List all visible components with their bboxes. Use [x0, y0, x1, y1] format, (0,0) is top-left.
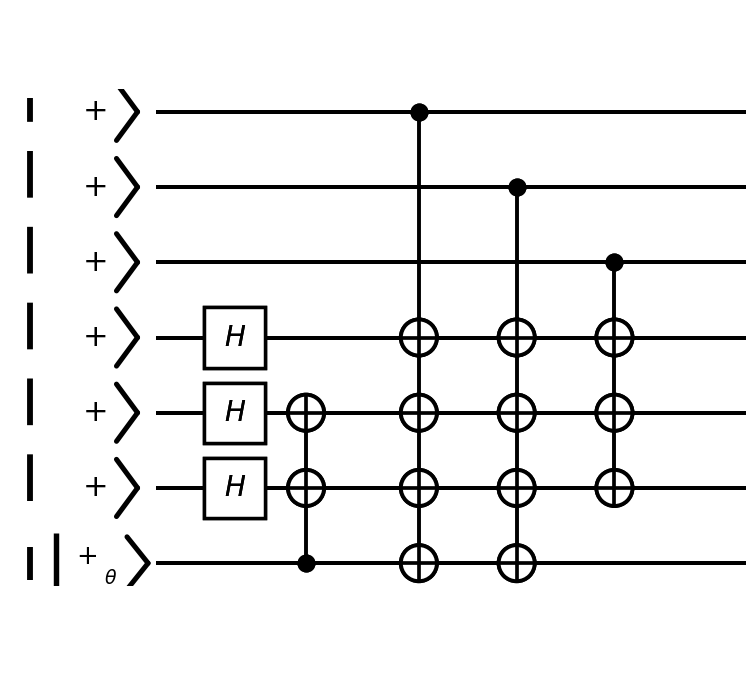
Text: $+$: $+$ [76, 544, 97, 570]
Circle shape [596, 470, 633, 506]
Circle shape [401, 395, 437, 431]
Circle shape [596, 470, 633, 506]
Text: $+$: $+$ [82, 473, 106, 502]
Circle shape [288, 395, 324, 431]
Circle shape [401, 319, 437, 356]
FancyBboxPatch shape [205, 307, 265, 368]
Circle shape [596, 395, 633, 431]
Text: $\theta$: $\theta$ [104, 569, 117, 588]
Text: $H$: $H$ [223, 399, 245, 427]
FancyBboxPatch shape [205, 383, 265, 443]
Text: $H$: $H$ [223, 399, 245, 427]
Circle shape [498, 470, 535, 506]
Circle shape [288, 395, 324, 431]
Circle shape [498, 395, 535, 431]
Text: $H$: $H$ [223, 474, 245, 502]
FancyBboxPatch shape [205, 383, 265, 443]
Circle shape [401, 470, 437, 506]
Text: $H$: $H$ [223, 323, 245, 352]
Circle shape [401, 470, 437, 506]
Circle shape [498, 545, 535, 581]
FancyBboxPatch shape [205, 307, 265, 368]
Text: $+$: $+$ [82, 323, 106, 352]
Circle shape [596, 395, 633, 431]
FancyBboxPatch shape [205, 458, 265, 518]
Text: $+$: $+$ [82, 398, 106, 427]
Circle shape [288, 470, 324, 506]
Circle shape [498, 470, 535, 506]
Text: $+$: $+$ [82, 173, 106, 202]
Circle shape [401, 545, 437, 581]
Text: $+$: $+$ [82, 248, 106, 277]
Circle shape [401, 545, 437, 581]
Circle shape [401, 395, 437, 431]
Circle shape [596, 319, 633, 356]
Circle shape [401, 319, 437, 356]
Circle shape [596, 319, 633, 356]
Text: $+$: $+$ [82, 97, 106, 126]
Circle shape [288, 470, 324, 506]
FancyBboxPatch shape [205, 458, 265, 518]
Circle shape [498, 395, 535, 431]
Circle shape [498, 319, 535, 356]
Text: $H$: $H$ [223, 323, 245, 352]
Text: $H$: $H$ [223, 474, 245, 502]
Circle shape [498, 319, 535, 356]
Circle shape [498, 545, 535, 581]
